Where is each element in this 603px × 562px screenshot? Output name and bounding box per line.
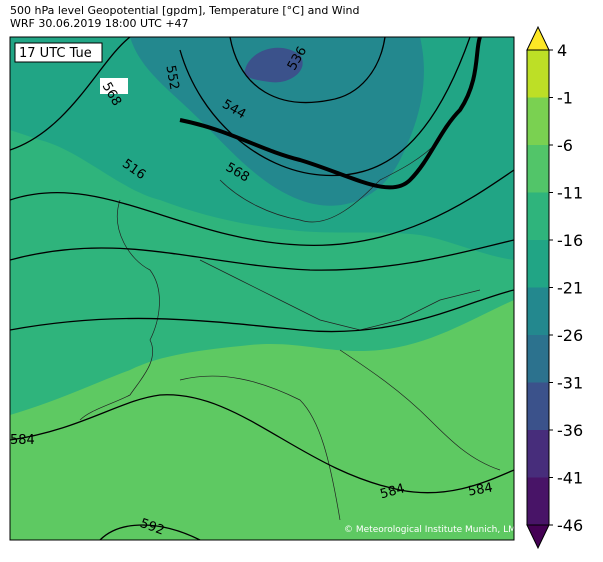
contour-label: 584 <box>10 433 35 448</box>
color-band <box>527 335 549 383</box>
label-bg <box>100 78 128 94</box>
colorbar: 4 -1 -6 -11 -16 -21 -26 -31 -36 -41 -46 <box>526 25 583 550</box>
color-band <box>527 477 549 525</box>
credit: © Meteorological Institute Munich, LMU <box>344 525 522 535</box>
thick-contour <box>179 37 482 190</box>
color-band <box>527 192 549 240</box>
tick-label: 4 <box>557 41 567 60</box>
contour-label: 584 <box>379 481 407 502</box>
color-band <box>527 287 549 335</box>
tick-label: -26 <box>557 326 583 345</box>
tick-label: -31 <box>557 374 583 393</box>
color-band <box>527 382 549 430</box>
color-band <box>527 240 549 288</box>
under-triangle <box>526 524 550 550</box>
tick-label: -16 <box>557 231 583 250</box>
field-coldest <box>244 47 303 83</box>
time-box <box>14 42 103 63</box>
tick-label: -1 <box>557 89 573 108</box>
color-band <box>527 97 549 145</box>
field-cold <box>130 37 424 206</box>
header-line: 500 hPa level Geopotential [gpdm], Tempe… <box>10 4 359 17</box>
color-band <box>527 50 549 98</box>
tick-label: -6 <box>557 136 573 155</box>
tick-label: -21 <box>557 279 583 298</box>
map: 568 552 536 544 516 568 584 584 584 592 … <box>9 36 522 541</box>
tick-label: -46 <box>557 516 583 535</box>
map-frame <box>9 36 515 541</box>
tick-label: -36 <box>557 421 583 440</box>
color-band <box>527 430 549 478</box>
contour-label: 552 <box>162 64 181 91</box>
header-line: WRF 30.06.2019 18:00 UTC +47 <box>10 17 189 30</box>
time-label: 17 UTC Tue <box>19 46 92 61</box>
over-triangle <box>526 25 550 51</box>
tick-label: -41 <box>557 469 583 488</box>
coastlines <box>79 139 501 521</box>
tick-label: -11 <box>557 184 583 203</box>
height-contours <box>10 37 514 540</box>
color-band <box>527 145 549 193</box>
contour-label: 584 <box>467 481 494 500</box>
